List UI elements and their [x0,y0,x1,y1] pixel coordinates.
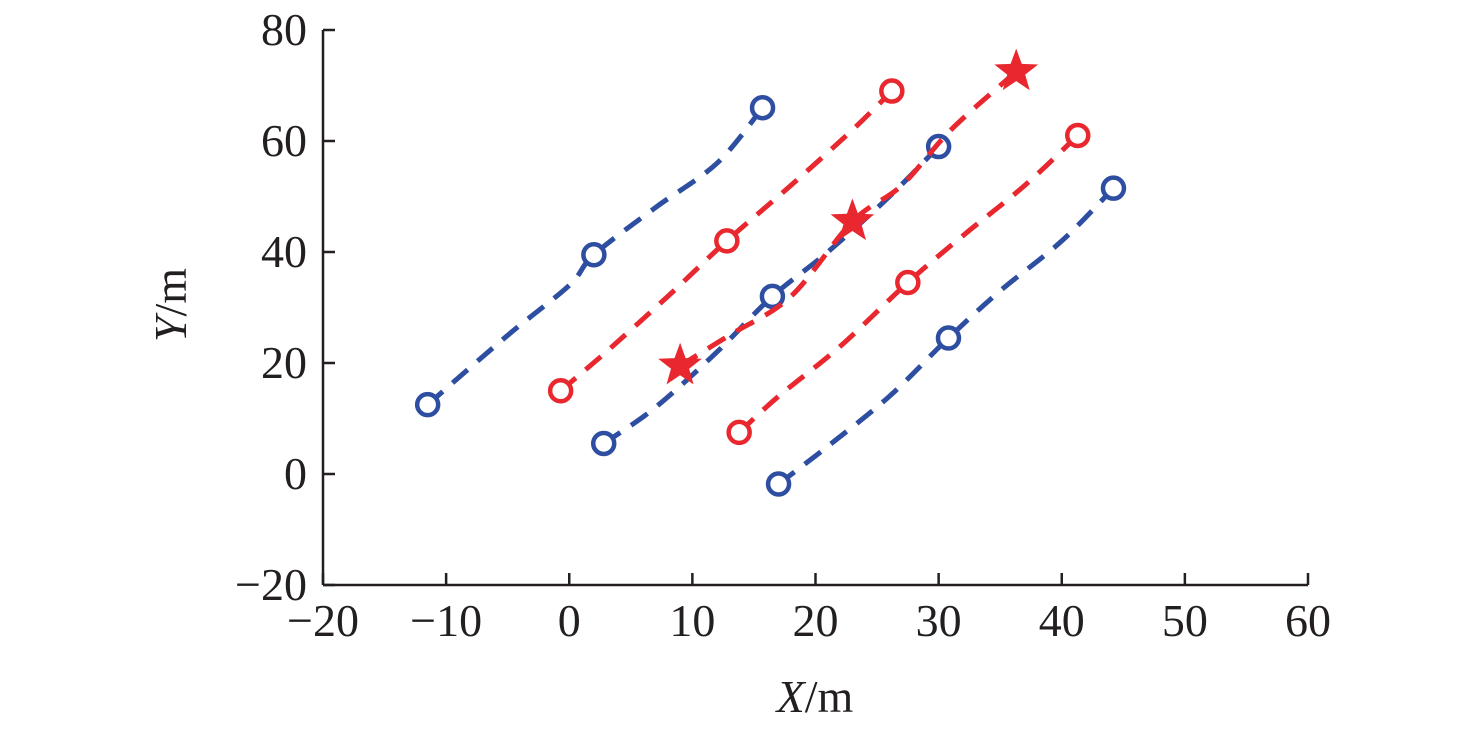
x-tick-label: 20 [793,595,839,646]
series-layer [414,48,1127,497]
x-tick-label: 0 [558,595,581,646]
star-marker [994,48,1039,91]
trajectory-line-5 [737,133,1080,435]
axes [321,28,1310,587]
circle-marker [714,228,740,254]
star-marker [830,198,875,241]
tick-labels: −20 −10 0 10 20 30 40 50 60 −20 0 20 40 60 80 [235,4,1331,646]
y-tick-label: 20 [261,337,307,388]
trajectory-line-4 [678,69,1018,368]
circle-marker [895,269,921,296]
circle-marker [726,419,752,446]
x-tick-label: 50 [1162,595,1208,646]
circle-marker [765,471,792,497]
x-axis-title: X/m [775,671,854,722]
x-tick-label: 40 [1039,595,1085,646]
x-tick-label: −10 [410,595,482,646]
circle-marker [547,378,574,404]
star-marker [658,342,702,385]
x-tick-label: −20 [287,595,359,646]
circle-marker [879,78,905,104]
x-tick-label: 60 [1285,595,1331,646]
circle-marker [1100,175,1127,201]
y-tick-label: 80 [261,4,307,55]
x-tick-label: 10 [669,595,715,646]
y-tick-label: 60 [261,115,307,166]
circle-marker [590,430,617,457]
trajectory-line-1 [426,106,765,407]
y-tick-label: 0 [284,448,307,499]
circle-marker [935,325,962,351]
circle-marker [1065,122,1091,149]
circle-marker [414,391,441,418]
y-tick-label: 40 [261,226,307,277]
y-tick-label: −20 [235,559,307,610]
y-axis-title: Y/m [145,268,196,342]
circle-marker [759,283,786,310]
circle-marker [749,94,776,121]
trajectory-line-6 [777,186,1116,486]
x-tick-label: 30 [916,595,962,646]
circle-marker [581,242,607,268]
